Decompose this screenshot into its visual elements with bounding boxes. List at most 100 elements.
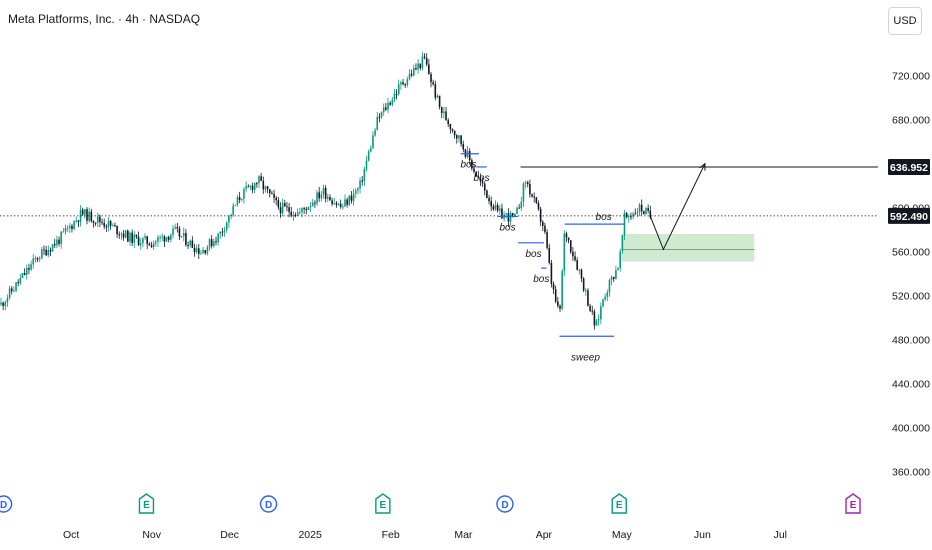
- candle-body-1: [2, 302, 4, 307]
- candle-body-30: [64, 228, 67, 232]
- event-letter-5: E: [616, 500, 623, 511]
- candle-body-218: [468, 150, 471, 161]
- candle-body-242: [520, 201, 523, 209]
- candle-body-70: [150, 245, 153, 248]
- candle-body-110: [236, 197, 239, 205]
- candle-body-46: [99, 216, 101, 223]
- candle-body-290: [623, 213, 626, 236]
- projection-path: [649, 163, 706, 251]
- candle-body-27: [58, 239, 60, 244]
- candle-body-38: [81, 209, 84, 215]
- candle-body-156: [335, 203, 338, 205]
- candle-body-64: [137, 236, 140, 245]
- candle-body-25: [53, 244, 56, 246]
- candle-body-49: [105, 226, 108, 228]
- candle-body-235: [505, 213, 508, 215]
- candle-body-3: [6, 297, 9, 303]
- candle-body-34: [73, 221, 75, 229]
- candle-layer: [0, 52, 652, 330]
- candle-body-36: [77, 220, 80, 222]
- candle-body-148: [318, 192, 320, 199]
- candle-body-202: [434, 84, 437, 98]
- candle-body-159: [342, 206, 344, 208]
- y-tick-label-8: 680.000: [892, 115, 930, 127]
- candle-body-256: [550, 262, 553, 284]
- candle-body-161: [346, 199, 348, 205]
- candle-body-128: [275, 197, 277, 201]
- candle-body-193: [415, 68, 417, 70]
- candle-body-192: [413, 68, 415, 76]
- candle-body-40: [86, 209, 88, 221]
- candle-body-195: [419, 63, 422, 69]
- annotation-label-0: bos: [461, 160, 477, 171]
- candle-body-288: [619, 251, 621, 269]
- price-axis[interactable]: 360.000 400.000 440.000 480.000 520.000 560.0…: [888, 71, 930, 479]
- candle-body-273: [587, 290, 589, 306]
- x-tick-label-9: Jul: [774, 529, 787, 541]
- candle-body-221: [475, 171, 477, 177]
- currency-selector[interactable]: USD: [888, 7, 922, 35]
- candle-body-261: [561, 270, 563, 309]
- candle-body-50: [107, 221, 110, 228]
- time-axis[interactable]: Oct Nov Dec 2025 Feb Mar Apr May Jun Jul: [63, 529, 787, 541]
- candle-body-82: [176, 227, 179, 229]
- x-tick-label-5: Mar: [454, 529, 473, 541]
- candle-body-52: [112, 225, 114, 227]
- annotation-label-6: sweep: [571, 352, 600, 363]
- candle-body-76: [163, 236, 166, 242]
- candle-body-8: [17, 282, 19, 284]
- candle-body-229: [492, 206, 495, 210]
- candle-body-122: [262, 180, 265, 190]
- candle-body-97: [208, 239, 211, 248]
- annotation-label-2: bos: [499, 222, 515, 233]
- candle-body-281: [604, 296, 606, 300]
- annotation-label-4: bos: [533, 274, 549, 285]
- x-tick-label-7: May: [612, 529, 633, 541]
- candle-body-118: [253, 183, 256, 190]
- earnings-marker-1: [138, 493, 155, 514]
- event-letter-0: D: [0, 500, 7, 511]
- candle-body-151: [324, 187, 327, 199]
- x-tick-label-1: Nov: [142, 529, 161, 541]
- candle-body-274: [589, 305, 591, 311]
- candle-body-92: [198, 248, 200, 254]
- candle-body-117: [251, 185, 254, 190]
- candle-body-42: [90, 211, 93, 222]
- candle-body-137: [294, 215, 297, 217]
- candle-body-299: [643, 211, 645, 215]
- candle-body-284: [610, 276, 613, 280]
- candle-body-208: [447, 120, 449, 125]
- candle-body-199: [428, 64, 430, 75]
- candle-body-48: [103, 223, 105, 227]
- candle-body-163: [350, 195, 353, 201]
- candle-body-143: [307, 206, 310, 211]
- candle-body-164: [352, 193, 355, 201]
- candle-body-55: [118, 234, 121, 236]
- candle-body-115: [247, 186, 250, 188]
- y-tick-label-5: 560.000: [892, 247, 930, 259]
- last-price-label: 592.490: [890, 211, 928, 223]
- candle-body-181: [389, 102, 391, 105]
- candle-body-23: [49, 249, 52, 252]
- candle-body-162: [348, 195, 351, 205]
- candle-body-45: [96, 216, 99, 223]
- candle-body-210: [451, 128, 454, 131]
- candle-body-209: [449, 124, 452, 129]
- candle-body-144: [309, 205, 312, 207]
- candle-body-127: [273, 193, 275, 198]
- candle-body-254: [546, 232, 548, 248]
- annotation-label-5: bos: [596, 212, 612, 223]
- candle-body-285: [612, 276, 615, 279]
- candle-body-14: [30, 264, 32, 270]
- candle-body-295: [634, 213, 637, 215]
- candle-body-63: [135, 234, 138, 237]
- candle-body-179: [385, 107, 387, 110]
- candle-body-106: [228, 215, 230, 223]
- candle-body-126: [271, 193, 273, 195]
- candle-body-116: [249, 185, 252, 187]
- candle-body-5: [10, 288, 13, 292]
- candle-body-227: [488, 197, 490, 202]
- candle-body-197: [423, 56, 426, 58]
- x-tick-label-0: Oct: [63, 529, 79, 541]
